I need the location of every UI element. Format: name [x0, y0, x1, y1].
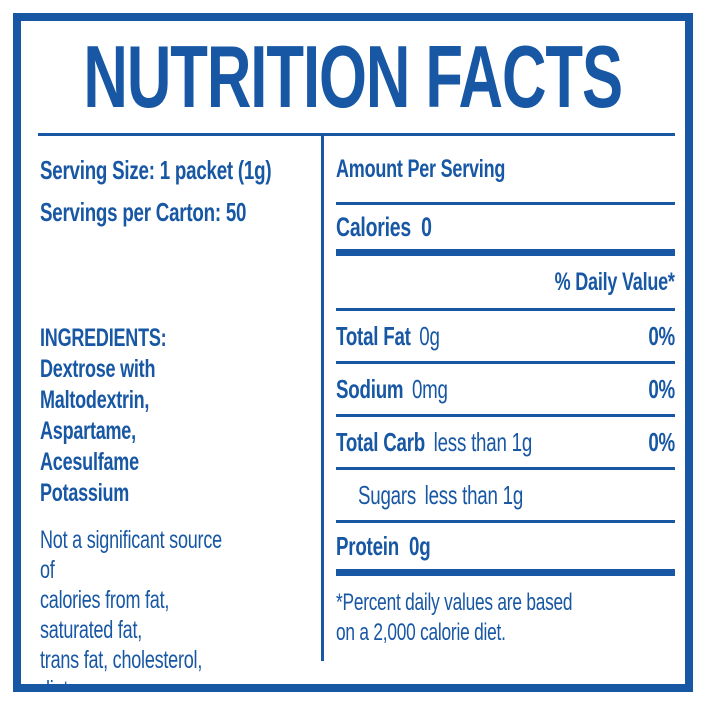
- calories-label: Calories: [336, 211, 411, 242]
- total-fat-row: Total Fat 0g 0%: [336, 311, 675, 361]
- serving-and-ingredients-column: Serving Size: 1 packet (1g) Servings per…: [21, 136, 321, 684]
- servings-per-carton-text: Servings per Carton: 50: [40, 197, 247, 227]
- rule: [336, 361, 675, 364]
- ingredients-heading: INGREDIENTS:: [40, 324, 167, 352]
- nutrient-daily-value: 0%: [648, 373, 675, 404]
- protein-row: Protein 0g: [336, 523, 675, 569]
- daily-value-footnote: *Percent daily values are based on a 2,0…: [336, 589, 573, 646]
- nutrient-value: 0g: [409, 530, 431, 561]
- servings-per-carton-line: Servings per Carton: 50: [40, 191, 315, 233]
- nutrient-value: 0g: [419, 320, 440, 351]
- total-carb-row: Total Carb less than 1g 0%: [336, 417, 675, 467]
- nutrient-disclaimer: Not a significant source of calories fro…: [40, 526, 222, 692]
- nutrient-value: less than 1g: [424, 479, 524, 510]
- serving-size-text: Serving Size: 1 packet (1g): [40, 155, 272, 185]
- nutrient-label: Total Fat: [336, 320, 411, 351]
- calories-row: Calories 0: [336, 205, 675, 249]
- nutrient-daily-value: 0%: [648, 320, 675, 351]
- thick-rule: [336, 569, 675, 576]
- amount-per-serving-text: Amount Per Serving: [336, 154, 506, 183]
- label-header: NUTRITION FACTS: [21, 21, 685, 133]
- nutrient-daily-value: 0%: [648, 426, 675, 457]
- label-body: Serving Size: 1 packet (1g) Servings per…: [21, 136, 685, 684]
- rule: [336, 202, 675, 205]
- rule: [336, 467, 675, 470]
- label-title: NUTRITION FACTS: [83, 27, 624, 126]
- amount-per-serving-row: Amount Per Serving: [336, 136, 675, 202]
- rule: [336, 520, 675, 523]
- ingredients-list: Dextrose with Maltodextrin, Aspartame, A…: [40, 355, 156, 507]
- rule: [336, 308, 675, 311]
- nutrient-label: Sodium: [336, 373, 404, 404]
- sugars-row: Sugars less than 1g: [336, 470, 675, 520]
- nutrient-label: Total Carb: [336, 426, 426, 457]
- nutrient-label: Protein: [336, 530, 399, 561]
- nutrition-facts-label: NUTRITION FACTS Serving Size: 1 packet (…: [13, 13, 693, 692]
- daily-value-header-row: % Daily Value*: [336, 256, 675, 308]
- nutrient-label: Sugars: [358, 479, 417, 510]
- ingredients-section: INGREDIENTS: Dextrose with Maltodextrin,…: [40, 323, 315, 509]
- sodium-row: Sodium 0mg 0%: [336, 364, 675, 414]
- title-divider: [38, 133, 675, 136]
- serving-size-line: Serving Size: 1 packet (1g): [40, 149, 315, 191]
- nutrient-value: 0mg: [411, 373, 448, 404]
- rule: [336, 414, 675, 417]
- nutrient-value: less than 1g: [433, 426, 533, 457]
- thick-rule: [336, 249, 675, 256]
- daily-value-header: % Daily Value*: [554, 267, 675, 296]
- calories-value: 0: [421, 211, 432, 242]
- nutrition-panel-column: Amount Per Serving Calories 0 % Daily Val…: [321, 136, 685, 661]
